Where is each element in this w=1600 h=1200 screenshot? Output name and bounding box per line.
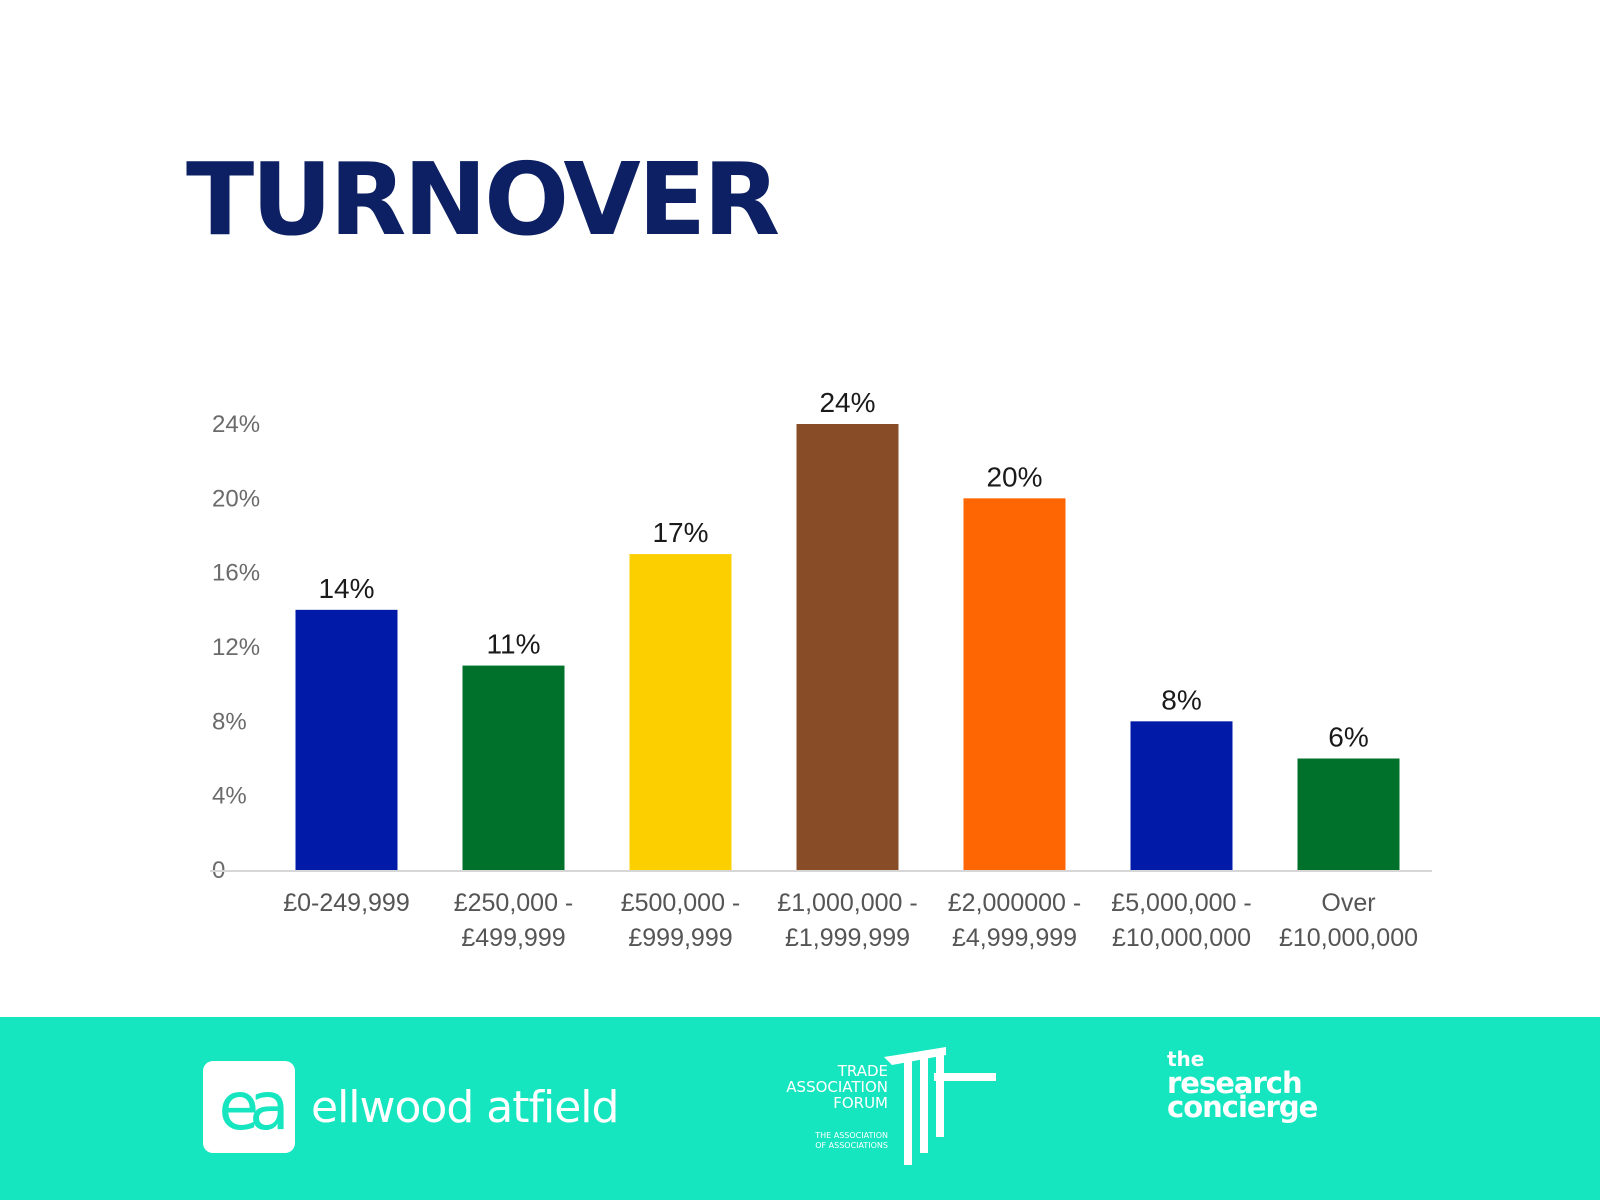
x-tick-label: £10,000,000 xyxy=(1279,924,1418,952)
taf-sub-line: OF ASSOCIATIONS xyxy=(815,1141,888,1150)
taf-line: ASSOCIATION xyxy=(786,1078,888,1096)
research-concierge-logo: the research concierge xyxy=(1167,1047,1318,1124)
x-tick-label: £2,000000 - xyxy=(948,889,1081,917)
ellwood-atfield-mark: ea xyxy=(203,1061,295,1153)
page-title: TURNOVER xyxy=(186,141,780,258)
x-tick-label: £500,000 - xyxy=(621,889,741,917)
taf-wordmark: TRADE ASSOCIATION FORUM xyxy=(786,1063,888,1111)
data-label: 20% xyxy=(986,461,1042,492)
taf-line: FORUM xyxy=(833,1094,888,1112)
taf-sub-line: THE ASSOCIATION xyxy=(815,1131,888,1140)
bar-chart: 04%8%12%16%20%24%14%£0-249,99911%£250,00… xyxy=(210,387,1432,952)
data-label: 14% xyxy=(318,573,374,604)
x-tick-label: £5,000,000 - xyxy=(1111,889,1251,917)
x-tick-label: £1,000,000 - xyxy=(777,889,917,917)
footer: ea ellwood atfield TRADE ASSOCIATION FOR… xyxy=(0,1017,1600,1200)
taf-tagline: THE ASSOCIATION OF ASSOCIATIONS xyxy=(815,1131,888,1151)
data-label: 6% xyxy=(1328,722,1368,753)
taf-emblem-icon xyxy=(884,1047,996,1165)
bar xyxy=(295,609,398,870)
data-label: 24% xyxy=(819,387,875,418)
bar xyxy=(963,498,1066,870)
rc-line1: research xyxy=(1167,1066,1303,1100)
x-tick-label: £999,999 xyxy=(628,924,732,952)
trade-association-forum-logo: TRADE ASSOCIATION FORUM THE ASSOCIATION … xyxy=(760,1043,1000,1173)
x-tick-label: £0-249,999 xyxy=(283,889,410,917)
bar xyxy=(1297,758,1400,870)
y-tick-label: 16% xyxy=(212,560,260,587)
y-tick-label: 12% xyxy=(212,634,260,661)
ellwood-atfield-logo: ea ellwood atfield xyxy=(203,1061,619,1153)
x-tick-label: £250,000 - xyxy=(454,889,574,917)
ellwood-atfield-wordmark: ellwood atfield xyxy=(311,1081,619,1133)
bar xyxy=(629,554,732,870)
y-tick-label: 4% xyxy=(212,783,247,810)
y-tick-label: 24% xyxy=(212,411,260,438)
x-tick-label: Over xyxy=(1321,889,1375,917)
bar xyxy=(796,424,899,870)
y-tick-label: 20% xyxy=(212,485,260,512)
x-tick-label: £10,000,000 xyxy=(1112,924,1251,952)
bar xyxy=(462,665,565,870)
data-label: 17% xyxy=(652,517,708,548)
data-label: 8% xyxy=(1161,684,1201,715)
x-tick-label: £4,999,999 xyxy=(952,924,1077,952)
x-tick-label: £499,999 xyxy=(461,924,565,952)
x-tick-label: £1,999,999 xyxy=(785,924,910,952)
bar xyxy=(1130,721,1233,870)
rc-line2: concierge xyxy=(1167,1090,1318,1124)
data-label: 11% xyxy=(487,629,541,660)
rc-the: the xyxy=(1167,1047,1205,1071)
y-tick-label: 8% xyxy=(212,708,247,735)
taf-line: TRADE xyxy=(837,1062,888,1080)
